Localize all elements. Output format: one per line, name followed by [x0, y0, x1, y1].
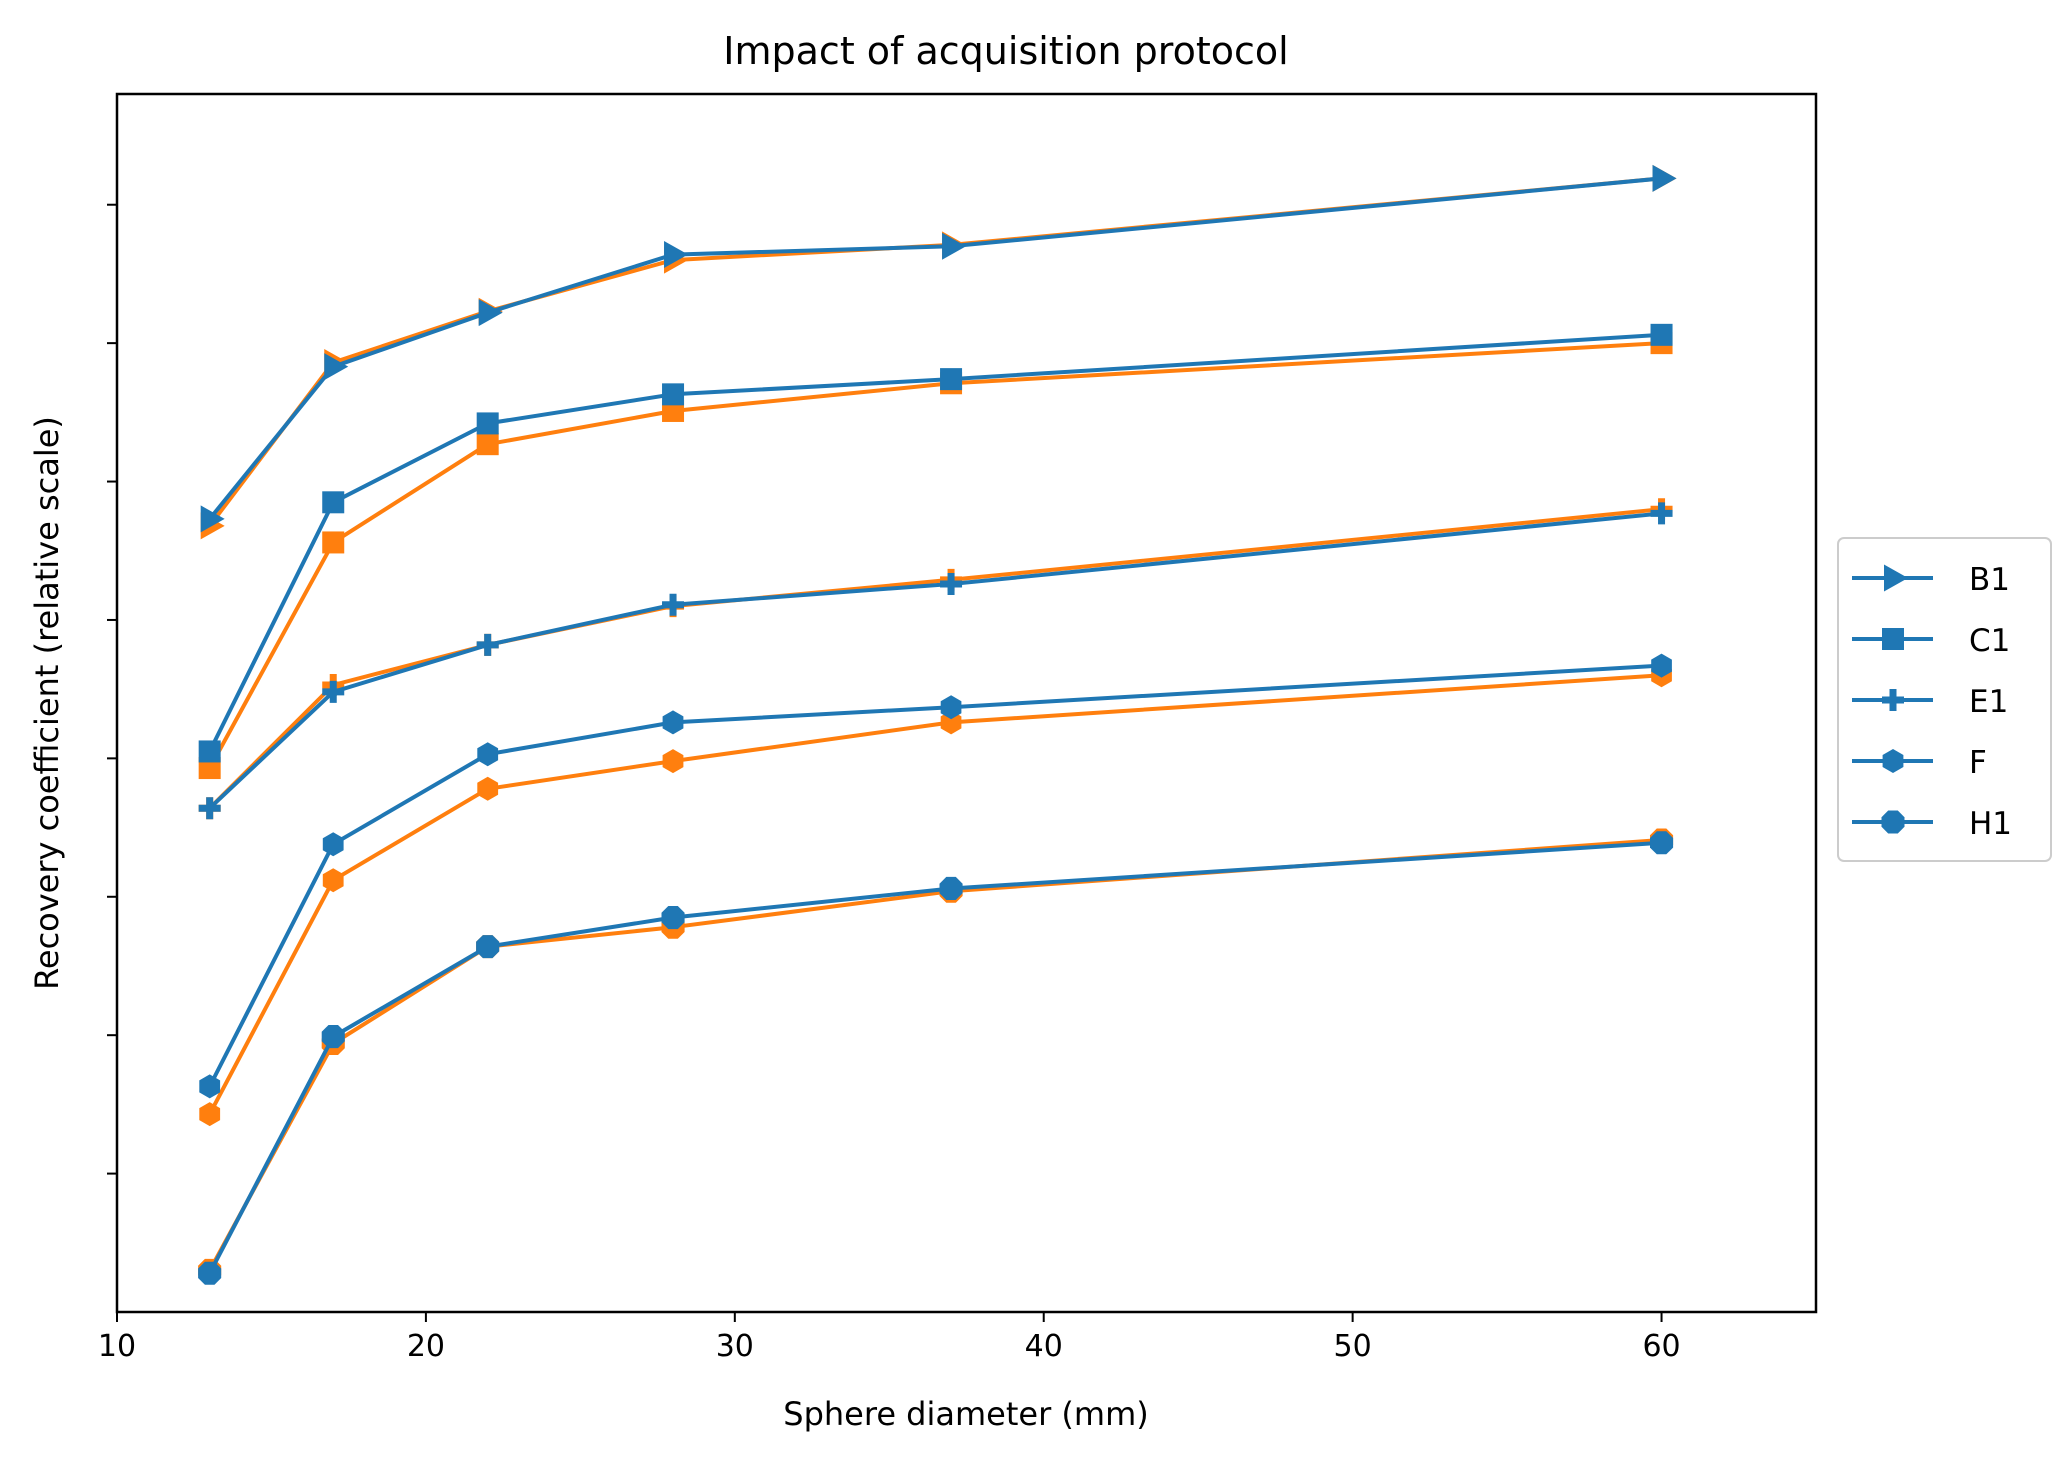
- data-point-e1-blue: [662, 593, 685, 616]
- data-point-f-blue: [322, 832, 344, 857]
- data-point-f-orange: [199, 1102, 221, 1127]
- series-line-h1-orange: [207, 838, 1662, 1272]
- x-tick-label: 60: [1642, 1329, 1680, 1364]
- legend-entry-f: F: [1852, 745, 1987, 781]
- legend-marker-f: [1882, 749, 1904, 773]
- data-point-c1-blue: [198, 740, 221, 763]
- legend-label-e1: E1: [1969, 684, 2008, 720]
- data-point-c1-blue: [476, 412, 499, 435]
- data-point-f-orange: [940, 710, 962, 735]
- legend-label-c1: C1: [1969, 623, 2010, 659]
- legend-entry-b1: B1: [1852, 562, 2010, 598]
- data-point-e1-blue: [476, 633, 499, 656]
- x-axis: 10 20 30 40 50 60: [98, 1312, 1681, 1364]
- legend-marker-e1: [1882, 689, 1904, 711]
- data-point-c1-blue: [1650, 323, 1673, 346]
- data-point-e1-blue: [322, 680, 345, 703]
- data-point-h1-blue: [661, 906, 685, 930]
- data-point-b1-blue: [324, 353, 349, 381]
- data-point-c1-orange: [198, 757, 221, 780]
- data-point-f-orange: [322, 868, 344, 893]
- chart-title: Impact of acquisition protocol: [723, 29, 1288, 73]
- legend-marker-h1: [1881, 810, 1905, 834]
- legend-entry-h1: H1: [1852, 806, 2012, 842]
- x-tick-label: 10: [98, 1329, 136, 1364]
- legend-label-b1: B1: [1969, 562, 2010, 598]
- x-tick-label: 30: [716, 1329, 754, 1364]
- x-tick-label: 50: [1334, 1329, 1372, 1364]
- data-point-h1-blue: [198, 1261, 222, 1285]
- x-tick-label: 40: [1025, 1329, 1063, 1364]
- legend: B1 C1 E1 F H1: [1837, 537, 2052, 862]
- y-axis: [107, 203, 117, 1175]
- data-point-f-blue: [1651, 653, 1672, 678]
- series-line-f-blue: [207, 663, 1662, 1088]
- data-point-f-blue: [477, 742, 499, 767]
- data-point-h1-blue: [1650, 831, 1674, 855]
- plot-frame: [115, 92, 1818, 1314]
- data-point-c1-orange: [476, 433, 499, 456]
- data-point-b1-blue: [478, 299, 503, 327]
- series-line-c1-blue: [207, 332, 1662, 753]
- data-point-b1-blue: [1652, 164, 1677, 192]
- data-point-f-blue: [662, 710, 684, 735]
- data-point-b1-blue: [942, 232, 967, 260]
- legend-frame: [1837, 537, 2052, 862]
- data-point-c1-orange: [322, 531, 345, 554]
- data-point-c1-blue: [662, 383, 685, 406]
- series-line-b1-blue: [208, 176, 1662, 521]
- x-axis-label: Sphere diameter (mm): [783, 1395, 1148, 1433]
- data-point-f-blue: [199, 1074, 221, 1099]
- legend-label-h1: H1: [1969, 806, 2012, 842]
- data-point-c1-blue: [940, 368, 963, 391]
- data-point-c1-orange: [662, 399, 685, 422]
- data-point-h1-blue: [939, 876, 963, 900]
- legend-label-f: F: [1969, 745, 1987, 781]
- plot-marks: [198, 164, 1677, 1285]
- data-point-e1-blue: [940, 572, 963, 595]
- data-point-f-orange: [662, 749, 684, 774]
- legend-entry-e1: E1: [1852, 684, 2008, 720]
- data-point-b1-blue: [200, 505, 225, 533]
- data-point-h1-blue: [476, 935, 500, 959]
- series-line-e1-orange: [208, 507, 1662, 810]
- legend-marker-c1: [1882, 628, 1904, 650]
- data-point-f-orange: [477, 776, 499, 801]
- data-point-b1-blue: [664, 241, 689, 269]
- x-tick-label: 20: [407, 1329, 445, 1364]
- series-line-e1-blue: [208, 511, 1662, 810]
- series-line-f-orange: [207, 673, 1662, 1116]
- data-point-f-blue: [940, 695, 962, 720]
- y-axis-label: Recovery coefficient (relative scale): [28, 416, 66, 990]
- data-point-c1-blue: [322, 491, 345, 514]
- legend-marker-b1: [1884, 564, 1908, 592]
- series-line-c1-orange: [207, 341, 1662, 770]
- data-point-e1-blue: [198, 797, 221, 820]
- series-line-h1-blue: [207, 840, 1662, 1275]
- legend-entry-c1: C1: [1852, 623, 2010, 659]
- series-line-b1-orange: [208, 176, 1662, 528]
- data-point-e1-blue: [1650, 502, 1673, 525]
- data-point-h1-blue: [321, 1025, 345, 1049]
